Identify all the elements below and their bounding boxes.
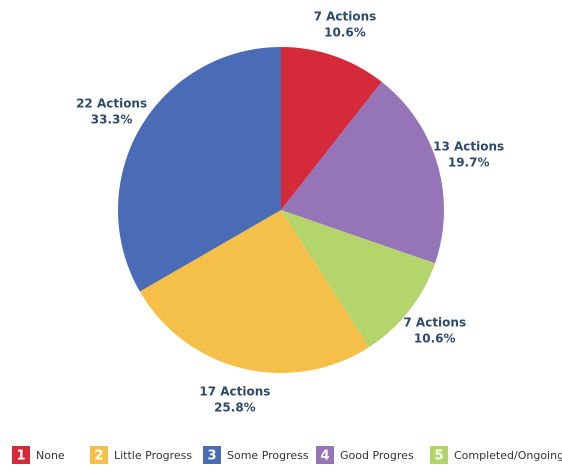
slice-percent: 10.6% xyxy=(414,331,456,345)
legend-label: Good Progres xyxy=(340,449,414,462)
legend-label: Completed/Ongoing xyxy=(454,449,562,462)
slice-percent: 25.8% xyxy=(214,401,256,415)
slice-label: 7 Actions xyxy=(403,315,466,329)
slice-label: 7 Actions xyxy=(314,10,377,24)
slice-percent: 33.3% xyxy=(91,113,133,127)
legend-key: 4 xyxy=(320,449,329,464)
legend-key: 1 xyxy=(16,449,25,464)
legend-swatch xyxy=(12,446,30,464)
legend-key: 5 xyxy=(434,449,443,464)
slice-label: 13 Actions xyxy=(433,139,504,153)
slice-label: 22 Actions xyxy=(76,97,147,111)
pie-slice xyxy=(281,210,436,348)
legend-key: 3 xyxy=(207,449,216,464)
legend-swatch xyxy=(90,446,108,464)
pie-slice xyxy=(139,210,370,373)
legend-swatch xyxy=(430,446,448,464)
legend-label: None xyxy=(36,449,65,462)
legend-swatch xyxy=(316,446,334,464)
legend-label: Little Progress xyxy=(114,449,192,462)
pie-slice xyxy=(281,81,444,264)
pie-slice xyxy=(281,47,382,210)
slice-label: 17 Actions xyxy=(199,385,270,399)
pie-slice xyxy=(117,47,281,292)
legend-swatch xyxy=(203,446,221,464)
legend-label: Some Progress xyxy=(227,449,309,462)
slice-percent: 19.7% xyxy=(448,155,490,169)
slice-percent: 10.6% xyxy=(324,26,366,40)
legend-key: 2 xyxy=(94,449,103,464)
